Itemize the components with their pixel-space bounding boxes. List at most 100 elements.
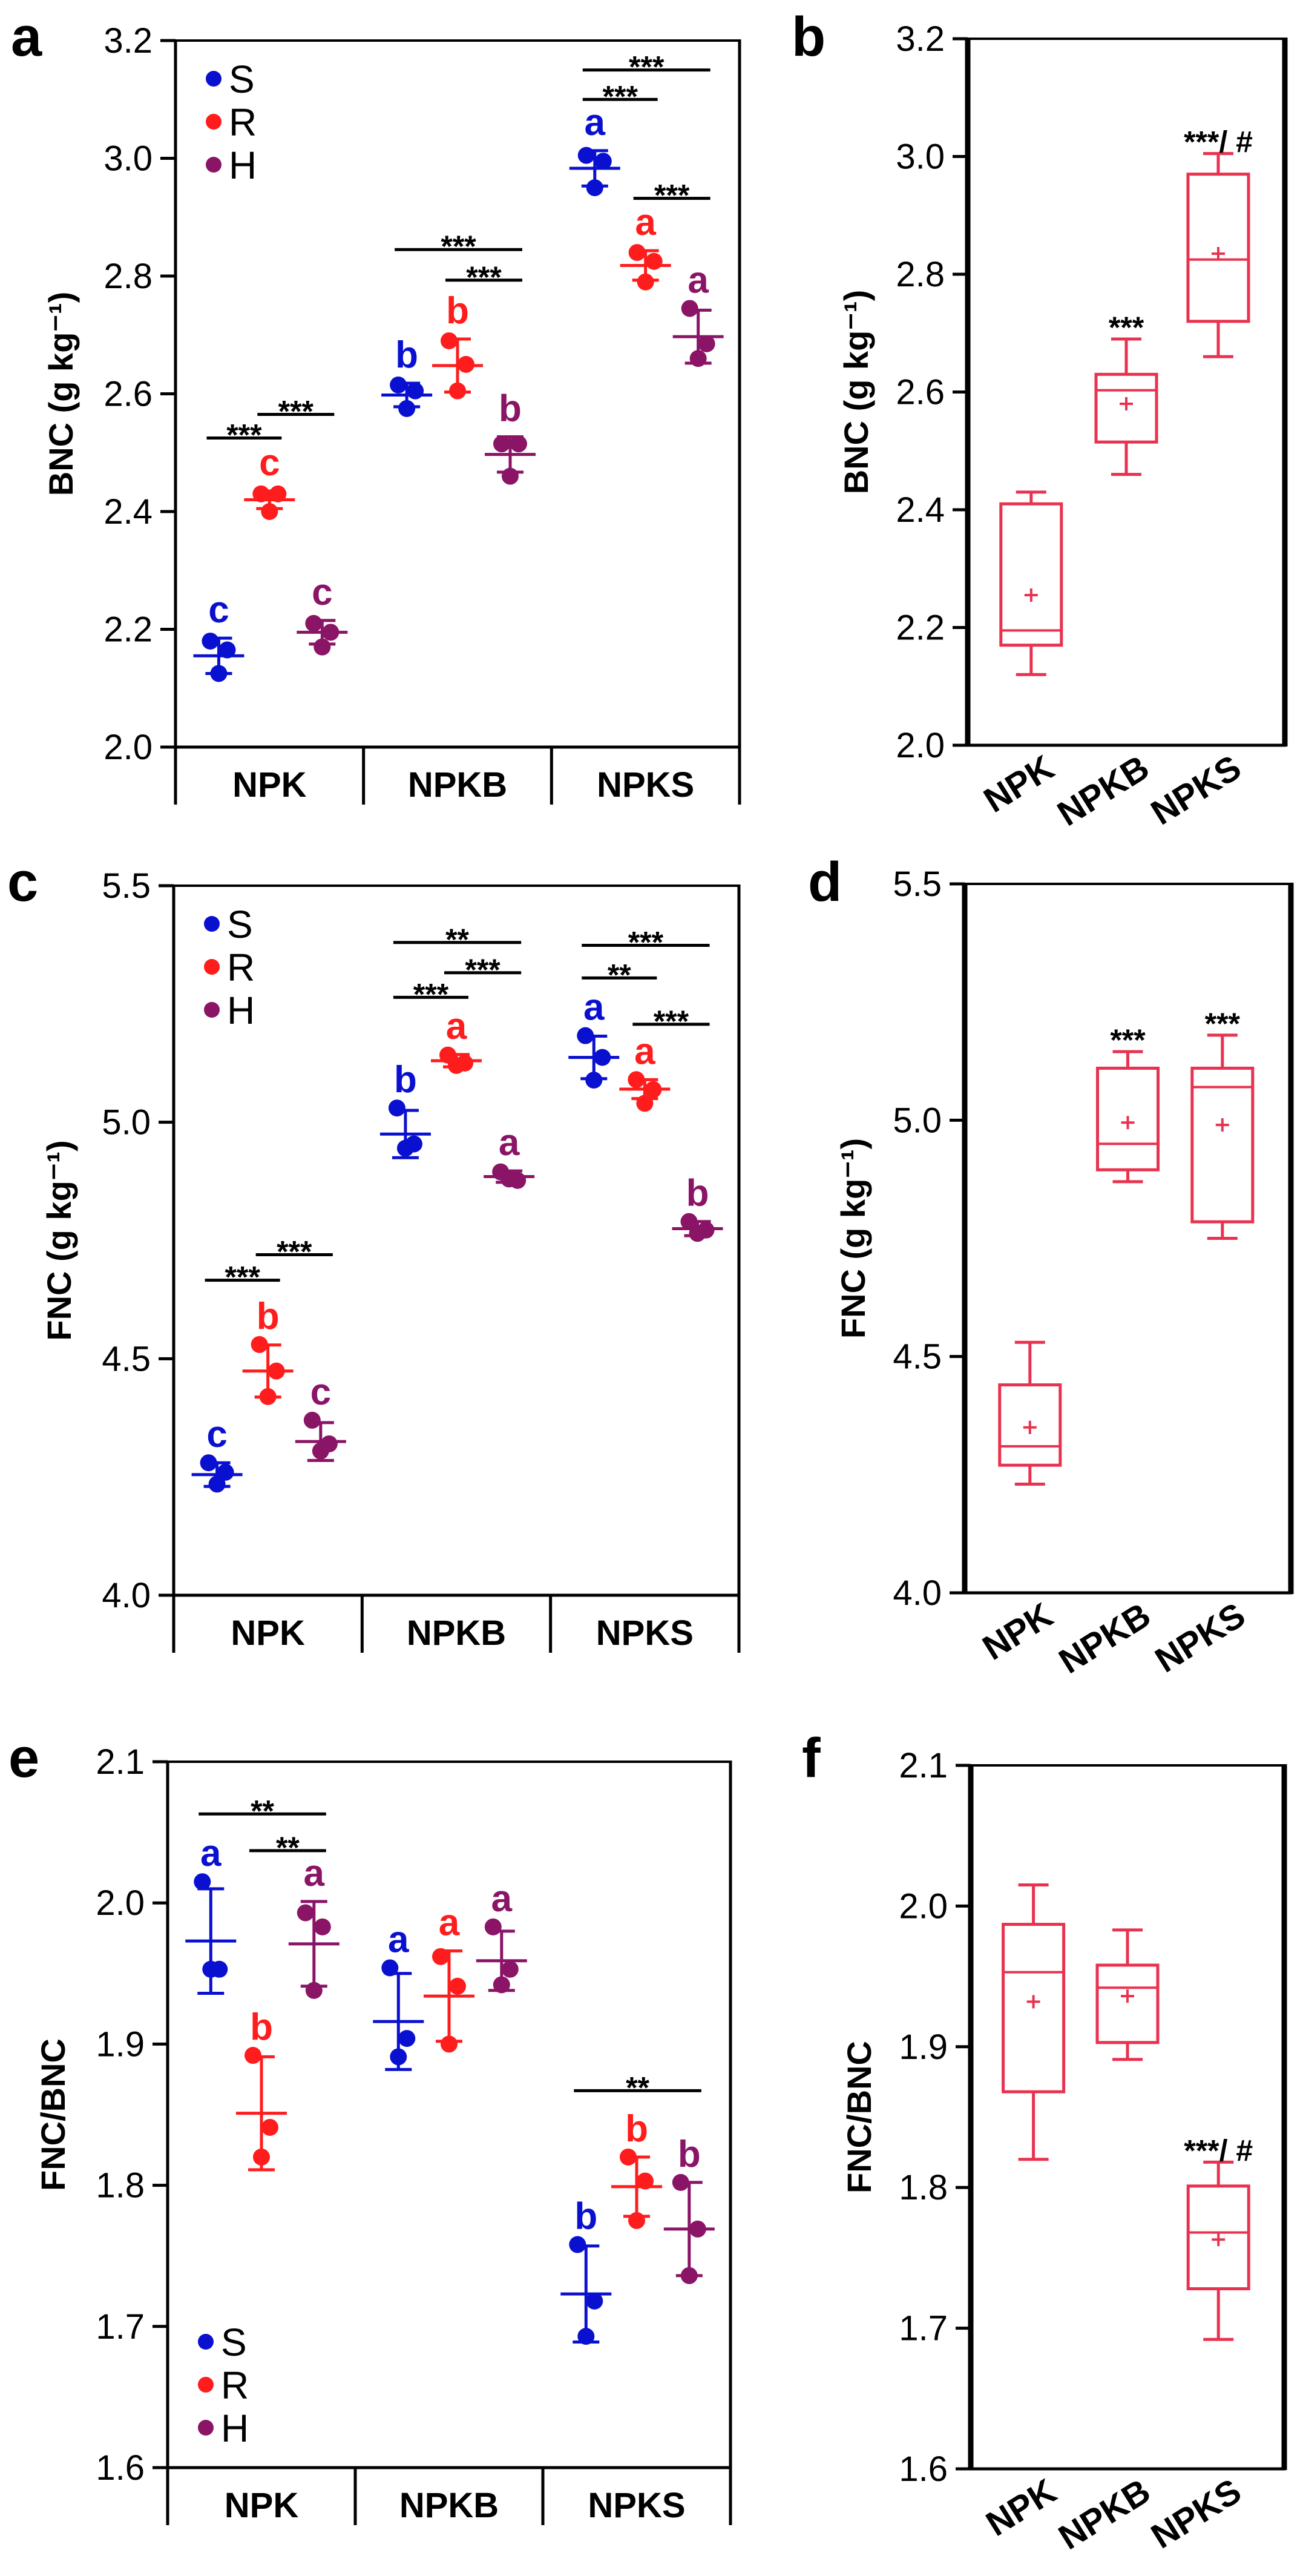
data-point — [398, 2030, 416, 2047]
y-tick-label: 2.0 — [103, 728, 153, 767]
data-point — [390, 376, 407, 394]
y-tick-label: 4.0 — [893, 1573, 942, 1613]
significance-letter: a — [583, 987, 605, 1029]
series-H: aab — [288, 1853, 715, 2284]
x-category-label: NPKB — [408, 765, 507, 805]
y-axis-title: FNC (g kg⁻¹) — [834, 1138, 872, 1339]
box-annotation: *** — [1109, 311, 1144, 344]
data-point — [484, 1918, 502, 1935]
comparison-label: *** — [466, 260, 502, 294]
y-tick-label: 1.7 — [96, 2307, 145, 2347]
legend-label: S — [229, 58, 255, 101]
legend-marker-S — [198, 2334, 214, 2350]
y-tick-label: 2.8 — [103, 257, 153, 296]
y-tick-label: 2.6 — [103, 375, 153, 414]
legend: SRH — [198, 2321, 249, 2450]
comparison-label: ** — [626, 2070, 649, 2104]
box-NPK — [998, 1340, 1062, 1486]
box-NPKS: ***/ # — [1184, 2133, 1253, 2341]
box-NPKB — [1095, 1928, 1160, 2061]
comparison-label: *** — [413, 977, 449, 1011]
legend-label: H — [227, 989, 255, 1032]
significance-letter: b — [499, 387, 522, 429]
legend-label: S — [221, 2321, 247, 2364]
significance-letter: b — [686, 1173, 709, 1214]
significance-letter: c — [310, 1371, 331, 1413]
significance-letter: a — [499, 1122, 520, 1164]
data-point — [698, 335, 715, 352]
significance-letter: b — [625, 2108, 648, 2150]
panel-label: e — [8, 1727, 39, 1789]
y-tick-label: 3.0 — [103, 139, 153, 179]
comparison-label: *** — [226, 418, 262, 452]
y-tick-label: 2.2 — [103, 610, 153, 650]
box-NPKB: *** — [1096, 1023, 1160, 1184]
box-NPK — [999, 490, 1063, 676]
legend-marker-H — [206, 157, 222, 173]
significance-letter: b — [257, 1296, 280, 1337]
legend-marker-S — [206, 71, 222, 87]
comparison-label: *** — [278, 395, 314, 429]
data-point — [501, 1960, 519, 1978]
panel-label: a — [11, 6, 42, 68]
x-category-label: NPK — [231, 1613, 305, 1653]
y-tick-label: 1.9 — [899, 2028, 948, 2067]
data-point — [218, 641, 236, 659]
box-annotation: *** — [1205, 1007, 1241, 1041]
y-tick-label: 5.0 — [893, 1101, 942, 1140]
y-tick-label: 1.6 — [96, 2448, 145, 2488]
y-tick-label: 4.0 — [102, 1576, 151, 1615]
y-tick-label: 2.8 — [896, 255, 945, 294]
box-NPKB: *** — [1094, 311, 1158, 476]
box-annotation: ***/ # — [1184, 2133, 1253, 2167]
panel-a: a 2.0 2.2 2.4 2.6 2.8 3.0 3.2 BNC (g kg⁻¹) NPK NPK… — [11, 6, 741, 805]
legend-marker-R — [204, 959, 220, 975]
y-tick-label: 3.2 — [896, 19, 945, 59]
y-axis-title: FNC/BNC — [34, 2038, 72, 2191]
y-tick-label: 5.5 — [893, 865, 942, 904]
comparison-label: *** — [465, 953, 501, 987]
data-point — [594, 153, 612, 170]
y-tick-label: 2.0 — [896, 726, 945, 765]
y-tick-label: 1.8 — [96, 2166, 145, 2205]
significance-letter: b — [678, 2133, 701, 2175]
data-point — [449, 1977, 466, 1995]
significance-letter: a — [585, 102, 606, 143]
legend-label: H — [221, 2406, 249, 2450]
data-point — [628, 244, 646, 262]
significance-letter: c — [312, 572, 332, 613]
panel-label: f — [802, 1727, 821, 1789]
y-tick-label: 2.1 — [96, 1742, 145, 1782]
data-point — [217, 1463, 234, 1481]
legend: SRH — [206, 58, 257, 187]
legend-label: H — [229, 143, 257, 187]
series-S: aab — [185, 1833, 612, 2345]
y-tick-label: 4.5 — [893, 1337, 942, 1377]
comparison-label: *** — [603, 79, 638, 113]
y-tick-label: 4.5 — [102, 1339, 151, 1379]
series-H: c b a — [297, 259, 724, 656]
y-tick-label: 2.4 — [896, 490, 945, 530]
y-tick-label: 2.4 — [103, 492, 153, 532]
x-category-label: NPKB — [407, 1613, 506, 1653]
box-annotation: *** — [1110, 1023, 1146, 1057]
series-R: b a a — [242, 1006, 671, 1405]
data-point — [510, 435, 527, 453]
data-point — [645, 252, 663, 270]
y-tick-label: 2.0 — [96, 1883, 145, 1923]
data-point — [398, 400, 416, 417]
y-tick-label: 3.0 — [896, 137, 945, 177]
significance-letter: a — [304, 1853, 325, 1894]
panels: a 2.0 2.2 2.4 2.6 2.8 3.0 3.2 BNC (g kg⁻¹) NPK NPK… — [7, 6, 1294, 2557]
significance-letter: c — [206, 1414, 227, 1455]
y-tick-label: 5.5 — [102, 866, 151, 906]
data-point — [388, 1099, 405, 1117]
data-point — [407, 382, 424, 400]
comparison-label: ** — [276, 1831, 300, 1865]
significance-letter: a — [634, 1030, 655, 1072]
comparison-label: *** — [654, 179, 690, 212]
